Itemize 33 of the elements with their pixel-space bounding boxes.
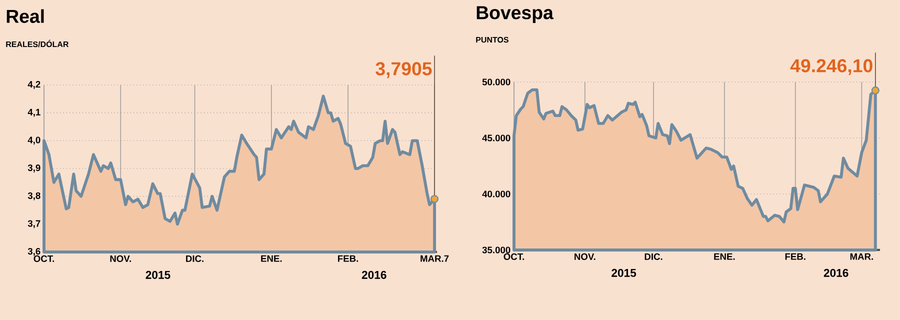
y-tick-label: 35.000 — [482, 246, 510, 254]
chart-subtitle: REALES/DÓLAR — [6, 40, 69, 48]
x-tick-label: OCT. — [34, 255, 54, 262]
chart-title: Real — [6, 9, 44, 23]
x-tick-label: MAR. — [850, 253, 873, 260]
y-tick-label: 4,0 — [28, 136, 40, 145]
x-tick-label: FEB. — [785, 253, 806, 260]
y-tick-label: 3,9 — [28, 164, 40, 172]
y-tick-label: 3,6 — [28, 248, 40, 256]
x-tick-label: DIC. — [644, 253, 662, 260]
x-tick-label: FEB. — [338, 255, 358, 262]
text: 2016 — [362, 270, 386, 279]
y-tick-label: 3,8 — [28, 192, 40, 200]
chart-subtitle: PUNTOS — [476, 36, 508, 43]
x-tick-label: NOV. — [574, 253, 596, 260]
y-tick-label: 4,2 — [28, 81, 40, 89]
y-tick-label: 4,1 — [28, 108, 40, 117]
x-tick-label: NOV. — [110, 255, 131, 262]
x-tick-label: ENE. — [261, 255, 282, 262]
x-tick-label: OCT. — [504, 253, 524, 260]
text: 2015 — [146, 270, 170, 279]
y-tick-label: 3,7 — [28, 220, 40, 228]
annotation: 49.246,10 — [790, 59, 872, 76]
x-tick-label: ENE. — [714, 253, 735, 260]
x-tick-label: DIC. — [186, 255, 204, 262]
text: 3,7905 — [376, 62, 432, 78]
text: 2016 — [824, 268, 848, 277]
x-tick-label: MAR.7 — [420, 255, 449, 262]
y-tick-label: 50.000 — [482, 78, 510, 86]
chart-title: Bovespa — [476, 6, 554, 23]
y-tick-label: 45.000 — [482, 134, 510, 142]
text: 2015 — [612, 268, 636, 277]
y-tick-label: 40.000 — [482, 190, 510, 198]
